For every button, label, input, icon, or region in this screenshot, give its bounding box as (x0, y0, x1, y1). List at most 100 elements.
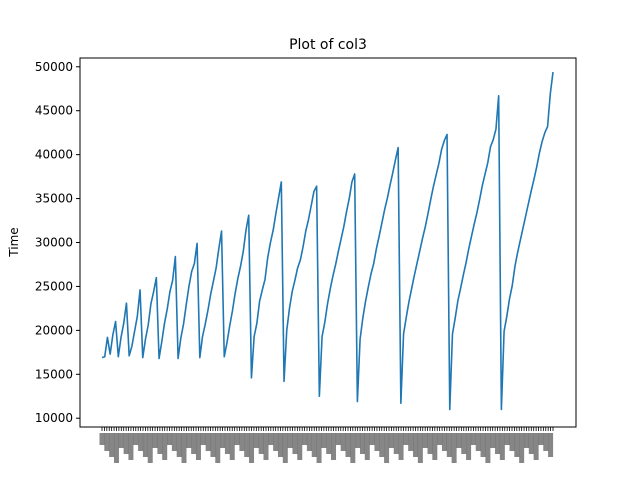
x-tick-label-glyphs (326, 433, 332, 454)
x-tick-label-glyphs (138, 433, 144, 451)
x-tick-label-glyphs (456, 433, 462, 448)
x-tick-label-glyphs (118, 433, 124, 448)
y-axis-label: Time (7, 227, 21, 257)
x-tick-label-glyphs (215, 433, 221, 463)
x-tick-label-glyphs (364, 433, 370, 460)
y-tick-label: 50000 (35, 60, 73, 74)
x-tick-label-glyphs (162, 433, 168, 460)
x-tick-label-glyphs (369, 433, 375, 445)
x-tick-label-glyphs (495, 433, 501, 454)
x-tick-label-glyphs (509, 433, 515, 451)
x-tick-label-glyphs (408, 433, 414, 451)
y-axis-ticks: 10000 15000 20000 25000 30000 35000 40000 45000… (35, 60, 80, 425)
x-axis-ticks (99, 427, 554, 463)
x-tick-label-glyphs (249, 433, 255, 463)
x-tick-label-glyphs (234, 433, 240, 445)
x-tick-label-glyphs (499, 433, 505, 460)
x-tick-label-glyphs (311, 433, 317, 457)
x-tick-label-glyphs (104, 433, 110, 451)
plot-frame (79, 57, 577, 428)
x-tick-label-glyphs (393, 433, 399, 454)
y-tick-label: 35000 (35, 192, 73, 206)
x-tick-label-glyphs (446, 433, 452, 457)
x-tick-label-glyphs (519, 433, 525, 463)
x-tick-label-glyphs (384, 433, 390, 463)
x-tick-label-glyphs (113, 433, 119, 463)
x-tick-label-glyphs (306, 433, 312, 451)
x-tick-label-glyphs (437, 433, 443, 445)
x-tick-label-glyphs (133, 433, 139, 445)
x-tick-label-glyphs (205, 433, 211, 451)
x-tick-label-glyphs (466, 433, 472, 460)
x-tick-label-glyphs (273, 433, 279, 451)
x-tick-label-glyphs (181, 433, 187, 463)
x-tick-label-glyphs (403, 433, 409, 445)
x-tick-label-glyphs (263, 433, 269, 460)
x-tick-label-glyphs (224, 433, 230, 454)
x-tick-label-glyphs (282, 433, 288, 463)
y-tick-label: 15000 (35, 367, 73, 381)
x-tick-label-glyphs (220, 433, 226, 448)
x-tick-label-glyphs (142, 433, 148, 457)
x-tick-label-glyphs (538, 433, 544, 445)
x-tick-label-glyphs (239, 433, 245, 451)
x-tick-label-glyphs (340, 433, 346, 451)
x-tick-label-glyphs (123, 433, 129, 454)
x-tick-label-glyphs (186, 433, 192, 448)
x-tick-label-glyphs (287, 433, 293, 448)
y-tick-label: 30000 (35, 236, 73, 250)
x-tick-label-glyphs (335, 433, 341, 445)
y-tick-label: 45000 (35, 104, 73, 118)
x-tick-label-glyphs (379, 433, 385, 457)
x-tick-label-glyphs (490, 433, 496, 448)
x-tick-label-glyphs (345, 433, 351, 457)
x-tick-label-glyphs (514, 433, 520, 457)
x-tick-label-glyphs (200, 433, 206, 445)
x-tick-label-glyphs (422, 433, 428, 448)
x-tick-label-glyphs (253, 433, 259, 448)
x-tick-label-glyphs (302, 433, 308, 445)
x-tick-label-glyphs (331, 433, 337, 460)
x-tick-label-glyphs (258, 433, 264, 454)
y-tick-label: 25000 (35, 279, 73, 293)
x-tick-label-glyphs (268, 433, 274, 445)
x-tick-label-glyphs (461, 433, 467, 454)
x-tick-label-glyphs (355, 433, 361, 448)
x-tick-label-glyphs (157, 433, 163, 454)
x-tick-label-glyphs (548, 433, 554, 457)
x-tick-label-glyphs (176, 433, 182, 457)
x-tick-label-glyphs (413, 433, 419, 457)
x-tick-label-glyphs (528, 433, 534, 454)
x-tick-label-glyphs (147, 433, 153, 463)
x-tick-label-glyphs (470, 433, 476, 445)
x-tick-label-glyphs (195, 433, 201, 460)
x-tick-label-glyphs (441, 433, 447, 451)
x-tick-label-glyphs (152, 433, 158, 448)
x-tick-label-glyphs (533, 433, 539, 460)
y-tick-label: 10000 (35, 411, 73, 425)
x-tick-label-glyphs (480, 433, 486, 457)
x-tick-label-glyphs (109, 433, 115, 457)
x-tick-label-glyphs (167, 433, 173, 445)
x-tick-label-glyphs (417, 433, 423, 463)
x-tick-label-glyphs (388, 433, 394, 448)
x-tick-label-glyphs (504, 433, 510, 445)
x-tick-label-glyphs (210, 433, 216, 457)
x-tick-label-glyphs (432, 433, 438, 460)
x-tick-label-glyphs (297, 433, 303, 460)
x-tick-label-glyphs (321, 433, 327, 448)
series-line (101, 71, 554, 411)
x-tick-label-glyphs (475, 433, 481, 451)
x-tick-label-glyphs (374, 433, 380, 451)
y-tick-label: 20000 (35, 323, 73, 337)
x-tick-label-glyphs (523, 433, 529, 448)
x-tick-label-glyphs (316, 433, 322, 463)
x-tick-label-glyphs (485, 433, 491, 463)
x-tick-label-glyphs (244, 433, 250, 457)
x-tick-label-glyphs (427, 433, 433, 454)
x-tick-label-glyphs (128, 433, 134, 460)
x-tick-label-glyphs (171, 433, 177, 451)
x-tick-label-glyphs (451, 433, 457, 463)
x-tick-label-glyphs (292, 433, 298, 454)
